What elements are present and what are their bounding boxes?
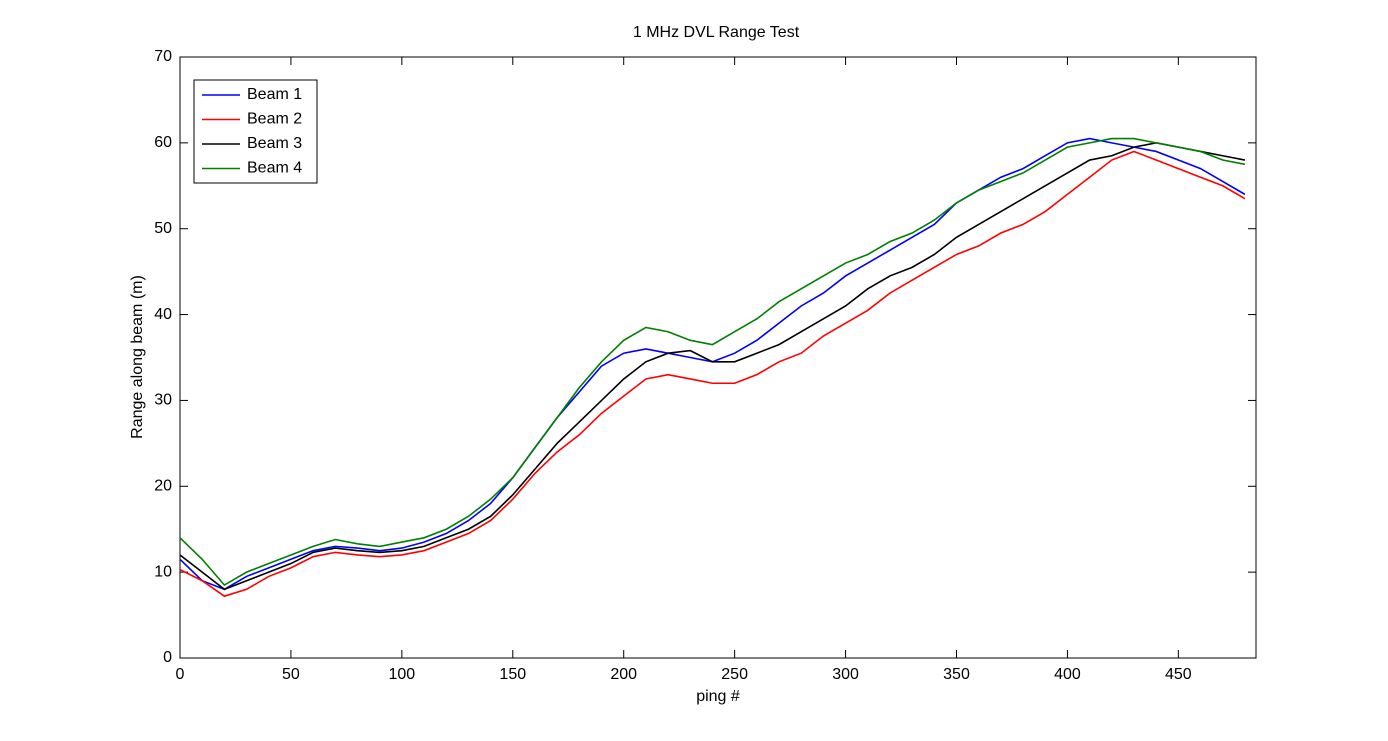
y-tick-label: 70	[154, 48, 172, 65]
x-tick-label: 250	[721, 666, 748, 683]
x-tick-label: 0	[176, 666, 185, 683]
chart-title: 1 MHz DVL Range Test	[633, 24, 800, 41]
y-tick-label: 0	[163, 649, 172, 666]
data-line	[179, 150, 1246, 598]
x-tick-label: 100	[389, 666, 416, 683]
data-line	[179, 137, 1246, 587]
y-tick-label: 60	[154, 134, 172, 151]
legend-label: Beam 4	[247, 160, 302, 177]
legend-box	[193, 79, 318, 184]
legend-label: Beam 2	[247, 111, 302, 128]
x-tick-label: 450	[1165, 666, 1192, 683]
y-tick-label: 20	[154, 478, 172, 495]
x-tick-label: 200	[610, 666, 637, 683]
x-tick-label: 50	[282, 666, 300, 683]
plot-frame	[179, 56, 1257, 659]
y-tick-label: 50	[154, 220, 172, 237]
x-axis-label: ping #	[696, 688, 740, 705]
legend-label: Beam 1	[247, 86, 302, 103]
x-tick-label: 300	[832, 666, 859, 683]
data-line	[179, 142, 1246, 591]
y-tick-label: 10	[154, 563, 172, 580]
y-tick-label: 30	[154, 392, 172, 409]
x-tick-label: 400	[1054, 666, 1081, 683]
y-tick-label: 40	[154, 306, 172, 323]
y-axis-label: Range along beam (m)	[129, 275, 146, 439]
x-tick-label: 350	[943, 666, 970, 683]
x-tick-label: 150	[499, 666, 526, 683]
legend-label: Beam 3	[247, 135, 302, 152]
